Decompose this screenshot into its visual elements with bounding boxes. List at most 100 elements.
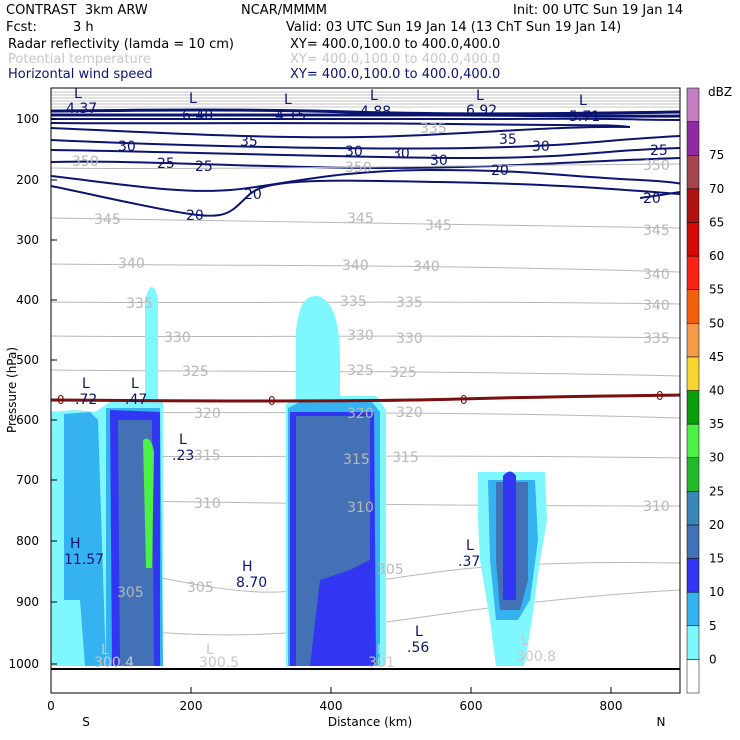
theta-label: 310 [194,496,221,512]
theta-label: 325 [182,364,209,380]
theta-label: 320 [396,405,423,421]
theta-label: 340 [643,298,670,314]
colorbar-level-label: 55 [709,283,724,297]
theta-label: 345 [94,212,121,228]
colorbar-swatch [686,625,700,660]
colorbar-level-label: 30 [709,451,724,465]
wind-contour-label: 20 [643,191,661,207]
colorbar-swatch [686,255,700,290]
x-tick-label: 0 [47,699,55,713]
fcst-label: Fcst: [6,20,37,35]
extrema-letter: L [82,376,90,392]
upper-jet-contours [51,91,680,217]
surface-theta-value: 300.4 [94,655,134,671]
extrema-value: 11.57 [64,552,104,568]
colorbar-swatch [686,121,700,156]
colorbar-level-label: 40 [709,384,724,398]
surface-theta-letter: L [377,642,385,658]
colorbar-level-label: 5 [709,619,717,633]
theta-label: 315 [392,450,419,466]
y-tick-label: 500 [16,353,39,367]
colorbar-level-label: 50 [709,316,724,330]
y-axis-label: Pressure (hPa) [5,347,19,433]
colorbar-level-label: 10 [709,585,724,599]
surface-theta-letter: L [521,633,529,649]
freezing-labels: 0 0 0 0 [57,389,664,408]
y-tick-label: 900 [16,595,39,609]
wind-contour-label: 25 [195,159,213,175]
extrema-value: 4.88 [360,104,391,120]
colorbar-swatch [686,188,700,223]
extrema-letter: H [242,559,253,575]
extrema-letter: L [579,93,587,109]
x-axis-label: Distance (km) [328,715,412,729]
extrema-letter: L [415,624,423,640]
colorbar-level-label: 0 [709,652,717,666]
theta-label: 335 [126,296,153,312]
colorbar-level-label: 35 [709,417,724,431]
colorbar-swatch [686,591,700,627]
y-tick-label: 300 [16,233,39,247]
theta-label: 335 [420,121,447,137]
theta-label: 350 [345,160,372,176]
extrema-letter: L [189,91,197,107]
theta-label: 340 [118,256,145,272]
theta-label: 305 [187,580,214,596]
y-ticks [51,118,57,665]
theta-label: 325 [347,363,374,379]
extrema-letter: L [370,88,378,104]
wind-contour-label: 20 [186,208,204,224]
extrema-value: .23 [172,448,194,464]
plot-area [51,91,680,670]
theta-label: 350 [643,158,670,174]
colorbar-level-label: 15 [709,552,724,566]
x-tick-label: 800 [600,699,623,713]
colorbar-level-label: 45 [709,350,724,364]
plot-frame [50,87,681,694]
wind-contour-label: 35 [499,132,517,148]
x-tick-label: 600 [460,699,483,713]
init-time: Init: 00 UTC Sun 19 Jan 14 [513,3,684,18]
colorbar-level-label: 20 [709,518,724,532]
colorbar-level-label: 65 [709,215,724,229]
extrema-value: .72 [75,392,97,408]
x-tick-label: 200 [180,699,203,713]
colorbar: 0 5 10 15 20 25 30 35 40 45 50 55 60 65 70 75 [686,87,724,694]
fcst-value: 3 h [73,20,94,35]
extrema-letter: L [466,538,474,554]
surface-theta-letter: L [206,642,214,658]
extrema-value: 4.37 [66,101,97,117]
theta-label: 315 [343,452,370,468]
theta-label: 350 [72,154,99,170]
y-tick-label: 600 [16,413,39,427]
y-tick-label: 1000 [8,657,39,671]
colorbar-swatch [686,423,700,458]
theta-label: 345 [347,211,374,227]
colorbar-swatch [686,524,700,559]
y-tick-label: 400 [16,293,39,307]
theta-label: 340 [643,267,670,283]
extrema-labels: L 4.37 L 6.40 L 4.15 L 4.88 L 6.92 L 5.7… [64,86,600,656]
wind-labels: 35 30 30 30 30 25 25 25 20 20 20 20 35 3… [118,132,668,224]
theta-label: 315 [194,448,221,464]
colorbar-level-label: 25 [709,484,724,498]
theta-label: 340 [342,258,369,274]
colorbar-swatch [686,390,700,425]
freezing-label: 0 [656,389,664,403]
surface-theta-value: 300.8 [516,649,556,665]
extrema-value: .37 [458,554,480,570]
extrema-letter: L [131,376,139,392]
colorbar-swatch [686,87,700,122]
colorbar-unit: dBZ [708,85,732,99]
field-wind-xy: XY= 400.0,100.0 to 400.0,400.0 [290,67,501,82]
wind-contour-label: 25 [650,143,668,159]
freezing-label: 0 [268,394,276,408]
freezing-label: 0 [57,393,65,407]
surface-theta-value: 300.5 [199,655,239,671]
extrema-letter: H [70,536,81,552]
theta-label: 325 [390,365,417,381]
theta-label: 335 [643,331,670,347]
theta-labels: 350 345 345 345 340 340 340 340 335 335 … [72,121,670,601]
extrema-value: 8.70 [236,575,267,591]
